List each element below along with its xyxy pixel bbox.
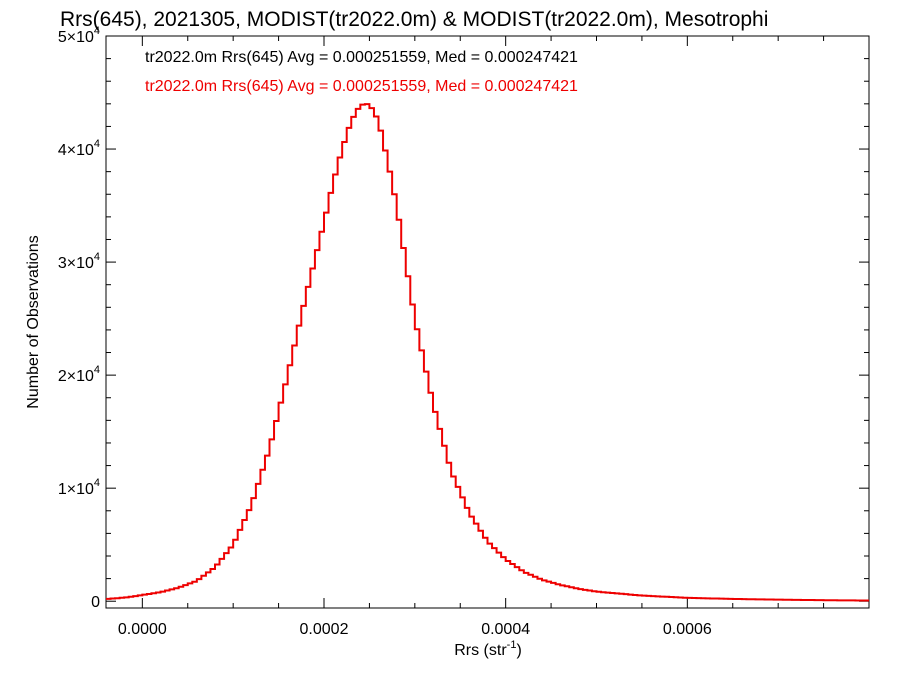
x-tick-labels: 0.0000 0.0002 0.0004 0.0006: [118, 621, 712, 638]
x-tick-label: 0.0002: [300, 621, 349, 638]
annotation-red: tr2022.0m Rrs(645) Avg = 0.000251559, Me…: [145, 78, 578, 95]
histogram-series-line: [106, 103, 869, 602]
y-tick-label: 1×104: [58, 477, 100, 498]
y-ticks: [106, 35, 869, 602]
x-ticks: [141, 36, 870, 608]
y-tick-label: 3×104: [58, 251, 100, 272]
y-tick-label: 2×104: [58, 364, 100, 385]
annotation-black: tr2022.0m Rrs(645) Avg = 0.000251559, Me…: [145, 49, 578, 66]
x-tick-label: 0.0004: [481, 621, 530, 638]
y-tick-label: 4×104: [58, 138, 100, 159]
y-axis-label: Number of Observations: [25, 235, 42, 408]
y-tick-label: 0: [91, 594, 100, 611]
x-tick-label: 0.0000: [118, 621, 167, 638]
y-tick-labels: 0 1×104 2×104 3×104 4×104 5×104: [58, 25, 100, 611]
chart-title: Rrs(645), 2021305, MODIST(tr2022.0m) & M…: [60, 8, 768, 31]
y-tick-label: 5×104: [58, 25, 100, 46]
x-tick-label: 0.0006: [663, 621, 712, 638]
x-axis-label: Rrs (str-1): [454, 639, 522, 659]
plot-frame: [105, 35, 870, 609]
